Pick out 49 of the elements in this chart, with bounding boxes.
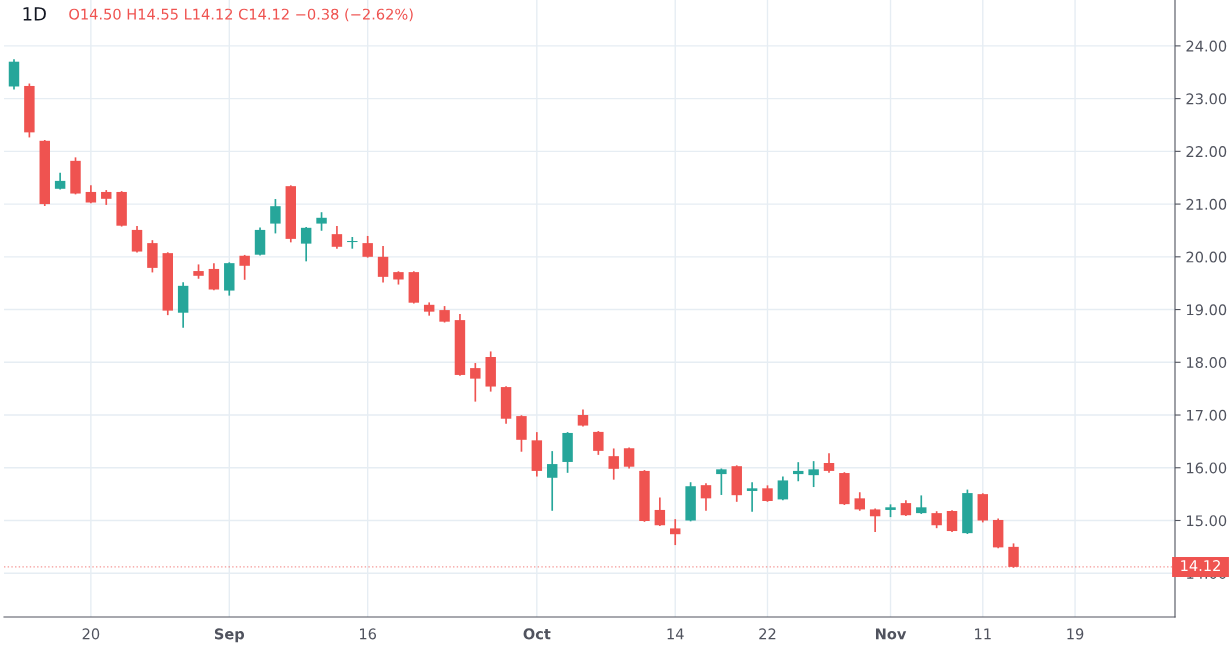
candlestick	[700, 483, 712, 511]
candlestick	[131, 225, 143, 253]
x-tick-label: Nov	[875, 628, 907, 640]
ref-line-label: 14.12	[1181, 560, 1220, 571]
candlestick	[608, 448, 619, 480]
y-tick-label: 17.00	[1187, 409, 1227, 421]
y-tick-label: 21.00	[1186, 198, 1227, 210]
candlestick	[654, 497, 666, 527]
x-tick-label: 16	[360, 628, 377, 640]
candlestick	[916, 495, 927, 514]
x-tick-label: 14	[667, 628, 684, 640]
y-tick-label: 22.00	[1186, 146, 1227, 158]
x-tick-label: 22	[759, 628, 776, 640]
candlestick	[716, 468, 727, 495]
x-tick-label: 19	[1067, 628, 1084, 640]
annotation: O14.50 H14.55 L14.12 C14.12 −0.38 (−2.62%)	[69, 8, 413, 22]
y-tick-label: 24.00	[1186, 40, 1227, 52]
candlestick	[746, 482, 758, 512]
candlestick	[593, 431, 604, 455]
y-tick-label: 20.00	[1186, 251, 1227, 263]
candlestick	[270, 199, 281, 234]
candlestick	[808, 461, 819, 488]
candlestick	[516, 415, 527, 452]
y-tick-label: 19.00	[1187, 304, 1227, 316]
x-tick-label: Sep	[214, 628, 245, 643]
y-tick-label: 23.00	[1186, 93, 1227, 105]
annotation: 1D	[23, 7, 46, 21]
candlestick	[623, 447, 635, 469]
candlestick	[470, 363, 481, 402]
candlestick	[946, 510, 958, 532]
candlestick	[670, 519, 681, 546]
candlestick	[347, 237, 358, 249]
y-tick-label: 15.00	[1187, 515, 1227, 527]
candlestick	[239, 254, 250, 280]
x-tick-label: Oct	[523, 628, 551, 640]
y-tick-label: 16.00	[1187, 462, 1227, 474]
candlestick	[362, 235, 373, 258]
candlestick	[300, 226, 312, 262]
y-tick-label: 18.00	[1187, 357, 1227, 369]
candlestick	[1008, 543, 1019, 568]
x-tick-label: 11	[975, 628, 991, 640]
candlestick	[331, 225, 343, 249]
candlestick	[869, 508, 881, 532]
x-tick-label: 20	[82, 628, 100, 640]
candlestick	[208, 263, 220, 291]
candlestick	[546, 451, 558, 511]
candlestick	[377, 245, 389, 283]
candlestick	[777, 476, 789, 501]
candlestick	[793, 462, 804, 482]
